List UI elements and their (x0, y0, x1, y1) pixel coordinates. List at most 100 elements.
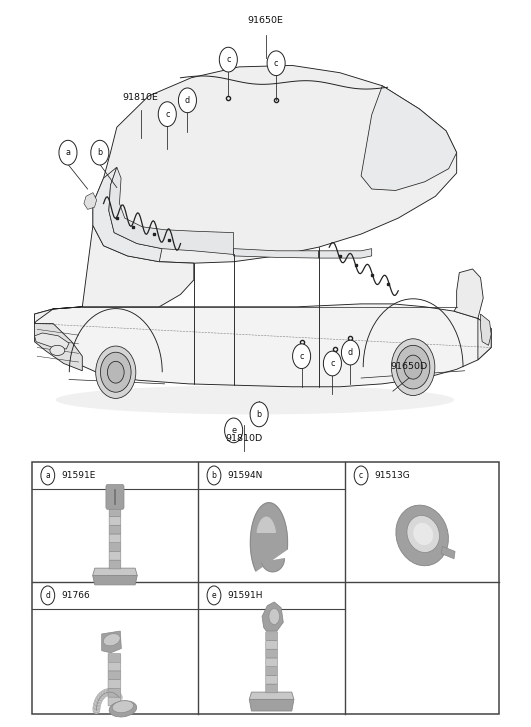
Text: 91650D: 91650D (390, 362, 427, 371)
Ellipse shape (269, 608, 279, 624)
Circle shape (267, 51, 285, 76)
Text: b: b (256, 410, 262, 419)
FancyBboxPatch shape (266, 658, 278, 667)
Text: 91513G: 91513G (374, 471, 410, 480)
Polygon shape (250, 692, 294, 699)
Ellipse shape (407, 515, 440, 553)
Polygon shape (92, 569, 137, 576)
Text: b: b (211, 471, 217, 480)
Circle shape (219, 47, 237, 72)
Text: b: b (97, 148, 102, 157)
Polygon shape (257, 518, 276, 532)
Circle shape (91, 140, 109, 165)
Polygon shape (481, 314, 491, 345)
FancyBboxPatch shape (109, 525, 121, 534)
Text: 91766: 91766 (61, 591, 90, 600)
Text: c: c (359, 471, 363, 480)
Polygon shape (84, 193, 97, 209)
Ellipse shape (113, 701, 133, 712)
Circle shape (341, 340, 359, 365)
Circle shape (293, 344, 311, 369)
FancyBboxPatch shape (109, 507, 121, 516)
Circle shape (323, 351, 341, 376)
Ellipse shape (50, 345, 65, 356)
FancyBboxPatch shape (109, 534, 121, 542)
Circle shape (41, 466, 55, 485)
Text: 91650E: 91650E (247, 17, 284, 25)
Ellipse shape (109, 701, 136, 717)
Text: a: a (65, 148, 71, 157)
FancyBboxPatch shape (266, 640, 278, 649)
Polygon shape (109, 167, 234, 254)
Text: 91594N: 91594N (227, 471, 263, 480)
Polygon shape (35, 333, 69, 349)
Polygon shape (35, 225, 194, 324)
Ellipse shape (56, 385, 454, 414)
Ellipse shape (100, 352, 131, 393)
FancyBboxPatch shape (266, 632, 278, 640)
Circle shape (178, 88, 196, 113)
Text: 91591H: 91591H (227, 591, 263, 600)
FancyBboxPatch shape (266, 684, 278, 693)
FancyBboxPatch shape (108, 680, 121, 688)
FancyBboxPatch shape (109, 542, 121, 551)
Circle shape (158, 102, 176, 126)
Ellipse shape (396, 505, 448, 566)
FancyBboxPatch shape (266, 667, 278, 675)
Polygon shape (361, 86, 457, 190)
Polygon shape (93, 167, 162, 262)
Text: 91810E: 91810E (123, 93, 159, 102)
Polygon shape (441, 547, 455, 558)
Polygon shape (454, 269, 491, 360)
Ellipse shape (104, 634, 120, 646)
Text: e: e (231, 426, 236, 435)
Polygon shape (93, 65, 457, 263)
FancyBboxPatch shape (266, 675, 278, 684)
Text: d: d (45, 591, 50, 600)
Circle shape (250, 402, 268, 427)
Polygon shape (101, 631, 121, 653)
Circle shape (207, 466, 221, 485)
Polygon shape (250, 699, 294, 711)
FancyBboxPatch shape (266, 649, 278, 658)
Polygon shape (234, 249, 319, 258)
Bar (32, 462, 499, 714)
FancyBboxPatch shape (108, 671, 121, 680)
Text: d: d (185, 96, 190, 105)
Text: e: e (212, 591, 216, 600)
Text: c: c (299, 352, 304, 361)
Text: c: c (165, 110, 169, 119)
Ellipse shape (404, 356, 422, 379)
FancyBboxPatch shape (108, 662, 121, 671)
FancyBboxPatch shape (108, 688, 121, 697)
Text: 91591E: 91591E (61, 471, 96, 480)
FancyBboxPatch shape (106, 484, 124, 509)
Ellipse shape (96, 346, 136, 398)
Circle shape (59, 140, 77, 165)
Polygon shape (35, 324, 82, 371)
Polygon shape (35, 304, 491, 387)
FancyBboxPatch shape (108, 697, 121, 706)
Ellipse shape (396, 345, 430, 389)
Ellipse shape (413, 523, 433, 545)
Ellipse shape (107, 361, 124, 383)
FancyBboxPatch shape (109, 560, 121, 569)
Polygon shape (319, 249, 372, 258)
Text: a: a (46, 471, 50, 480)
FancyBboxPatch shape (109, 551, 121, 560)
Text: d: d (348, 348, 353, 357)
Polygon shape (251, 503, 287, 571)
Text: c: c (274, 59, 278, 68)
Circle shape (41, 586, 55, 605)
Polygon shape (262, 558, 285, 571)
Text: c: c (330, 359, 335, 368)
Circle shape (225, 418, 243, 443)
Text: c: c (226, 55, 230, 64)
Circle shape (354, 466, 368, 485)
FancyBboxPatch shape (108, 654, 121, 662)
Polygon shape (92, 573, 137, 585)
Text: 91810D: 91810D (226, 435, 263, 443)
Polygon shape (262, 602, 284, 631)
FancyBboxPatch shape (109, 516, 121, 525)
Circle shape (207, 586, 221, 605)
